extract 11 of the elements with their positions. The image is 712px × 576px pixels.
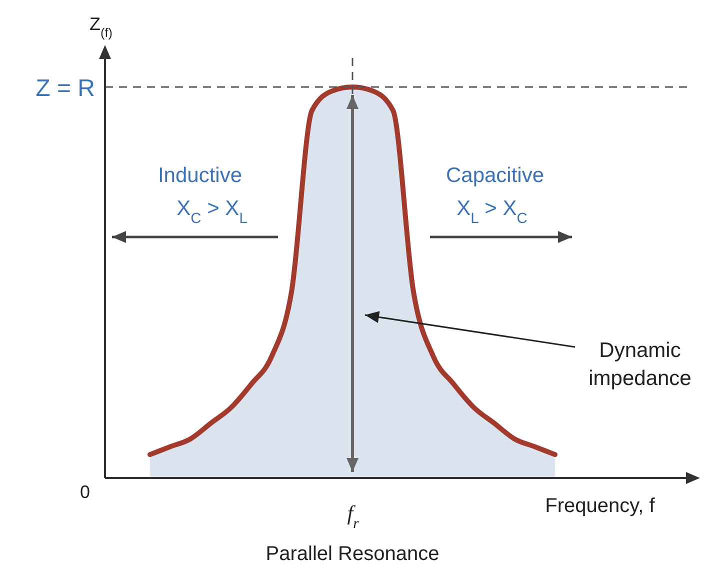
text: 0 [80,482,90,502]
text: Dynamic impedance [588,339,692,390]
annotation: X$_{L}$ > X$_{C}$ [456,197,528,227]
annotation: X$_{C}$ > X$_{L}$ [176,197,248,227]
text: Parallel Resonance [266,543,440,565]
x-axis-title: Frequency, f [545,495,656,517]
annotation: Capacitive [446,164,544,187]
y-axis-title: Z$_{(f)}$ [90,14,112,40]
annotation: Inductive [158,164,242,187]
ref-line-label: Z = R [36,75,95,102]
text: f$_{r}$ [347,501,360,532]
